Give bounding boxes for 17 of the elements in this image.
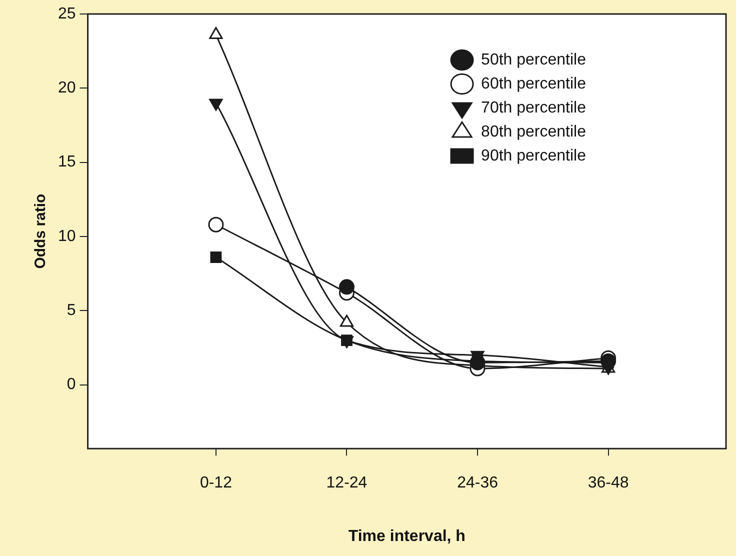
x-tick-label: 36-48 (588, 474, 629, 492)
legend-label: 50th percentile (481, 51, 586, 68)
y-tick-label: 25 (58, 5, 76, 22)
x-tick-label: 12-24 (326, 474, 368, 492)
y-tick-label: 15 (58, 154, 76, 171)
legend-label: 90th percentile (481, 147, 586, 164)
x-tick-label: 24-36 (457, 474, 498, 492)
x-tick-label: 0-12 (200, 474, 232, 492)
y-tick-label: 5 (66, 302, 76, 320)
legend-label: 60th percentile (481, 75, 586, 92)
legend-label: 80th percentile (481, 123, 586, 140)
legend-label: 70th percentile (481, 99, 586, 116)
y-tick-label: 0 (66, 376, 76, 394)
y-axis-title: Odds ratio (32, 194, 50, 269)
y-tick-label: 10 (58, 228, 76, 245)
x-axis-title: Time interval, h (348, 528, 466, 545)
y-tick-label: 20 (58, 80, 76, 97)
